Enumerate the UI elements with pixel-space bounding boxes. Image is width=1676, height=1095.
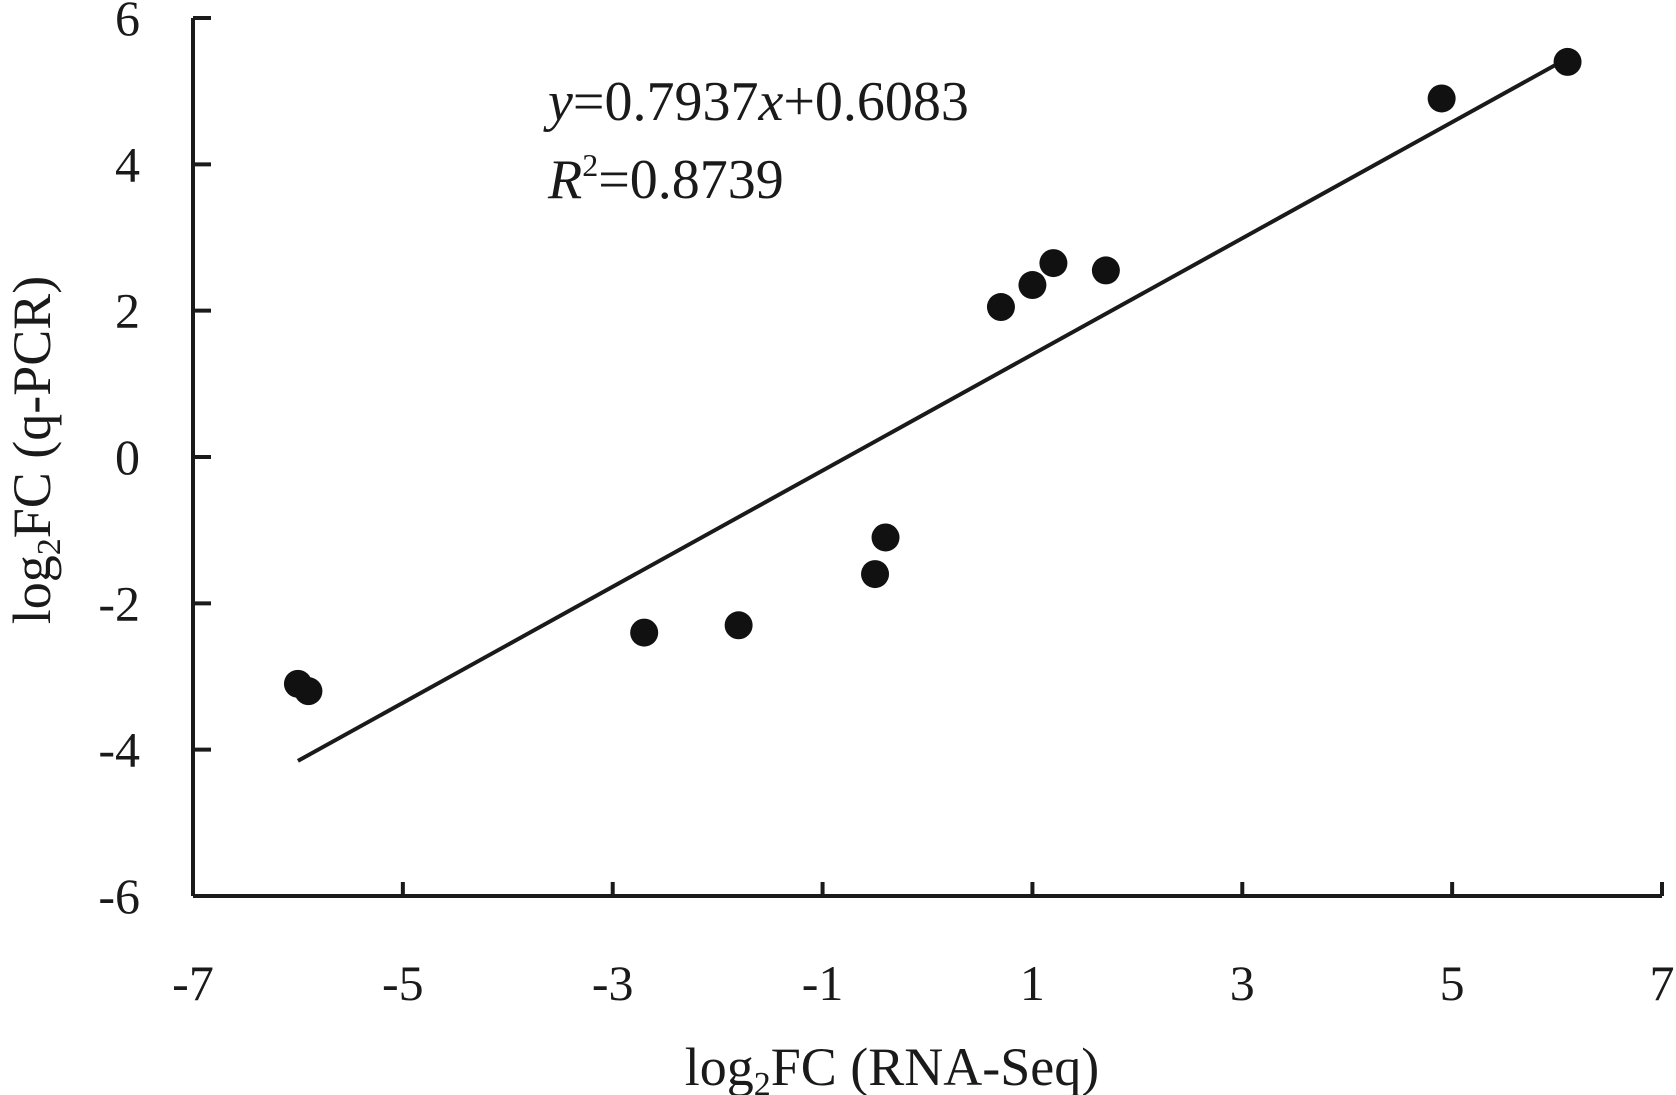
y-axis-title-subscript: 2: [31, 538, 68, 555]
r-squared-exponent: 2: [582, 147, 598, 183]
data-point: [630, 618, 659, 647]
data-point: [1039, 249, 1068, 278]
equation-y-var: y: [543, 71, 573, 133]
y-tick-label: 6: [115, 0, 140, 46]
data-point: [861, 560, 890, 589]
x-tick-label: 7: [1650, 955, 1675, 1011]
x-axis-title-rest: FC (RNA-Seq): [771, 1037, 1100, 1095]
r-squared-value: =0.8739: [598, 149, 784, 211]
y-tick-label: -2: [98, 575, 140, 631]
data-point: [1553, 47, 1582, 76]
y-tick-label: 2: [115, 283, 140, 339]
y-tick-label: 0: [115, 429, 140, 485]
tick-layer: -7 -5 -3 -1 1 3 5 7 -6 -4 -2 0 2 4 6: [98, 0, 1674, 1011]
trend-line: [296, 56, 1569, 763]
data-point: [294, 677, 323, 706]
x-axis-title-subscript: 2: [754, 1066, 771, 1095]
x-tick-label: 3: [1230, 955, 1255, 1011]
x-axis-title: log2FC (RNA-Seq): [685, 1037, 1100, 1095]
data-point: [1018, 271, 1047, 300]
equation-intercept: +0.6083: [783, 71, 969, 133]
equation-x-var: x: [757, 71, 783, 133]
data-points: [283, 47, 1582, 706]
x-tick-label: -7: [172, 955, 214, 1011]
y-tick-label: -4: [98, 722, 140, 778]
x-tick-label: -1: [802, 955, 844, 1011]
y-axis-title-rest: FC (q-PCR): [2, 276, 62, 539]
y-axis-title: log2FC (q-PCR): [2, 276, 68, 625]
regression-equation: y=0.7937x+0.6083: [543, 71, 969, 133]
y-axis-title-log: log: [2, 555, 62, 624]
data-point: [871, 523, 900, 552]
data-point: [1427, 84, 1456, 113]
y-tick-label: 4: [115, 136, 140, 192]
r-squared-label: R2=0.8739: [547, 147, 784, 211]
x-tick-label: 1: [1020, 955, 1045, 1011]
y-tick-label: -6: [98, 868, 140, 924]
data-point: [1091, 256, 1120, 285]
x-tick-label: -5: [382, 955, 424, 1011]
data-point: [724, 611, 753, 640]
x-axis-title-log: log: [685, 1037, 754, 1095]
r-squared-var: R: [547, 149, 582, 211]
x-tick-label: 5: [1440, 955, 1465, 1011]
x-tick-label: -3: [592, 955, 634, 1011]
equation-slope: =0.7937: [573, 71, 759, 133]
data-point: [986, 293, 1015, 322]
